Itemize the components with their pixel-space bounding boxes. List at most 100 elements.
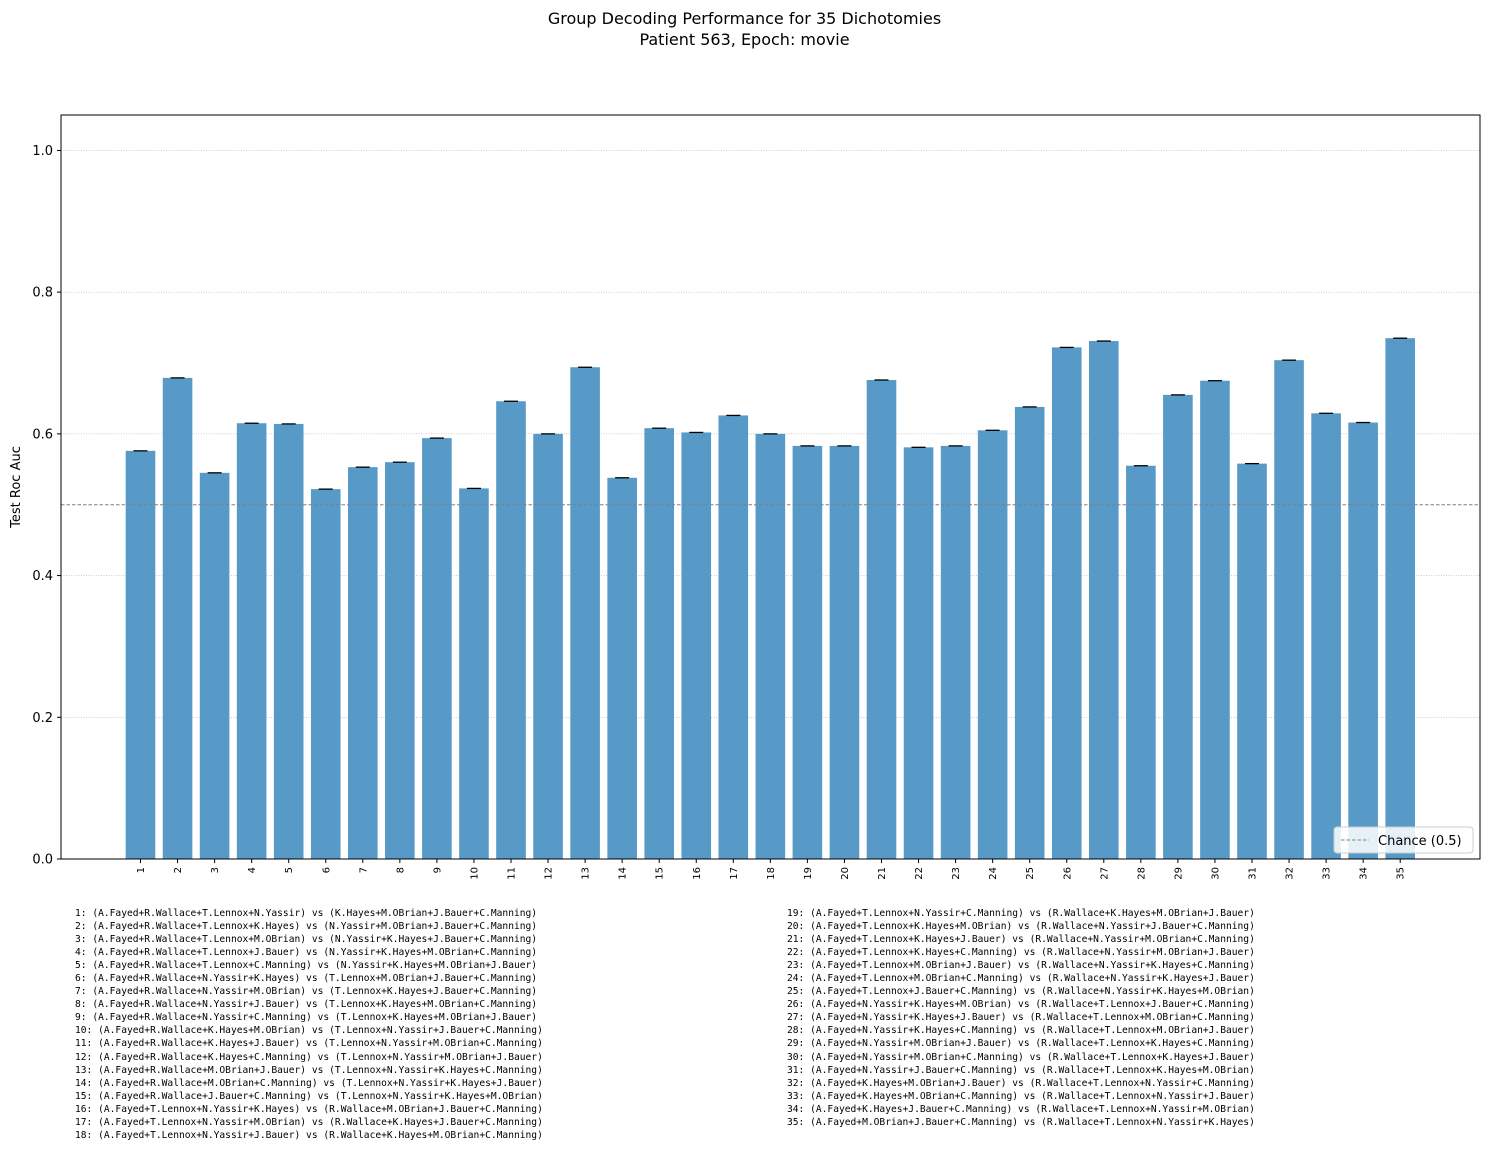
dichotomy-key-entry: 5: (A.Fayed+R.Wallace+T.Lennox+C.Manning… <box>75 960 538 972</box>
x-tick-label: 5 <box>284 867 295 873</box>
chart-title: Group Decoding Performance for 35 Dichot… <box>548 9 941 28</box>
bar <box>1348 422 1378 859</box>
bar <box>570 367 600 859</box>
dichotomy-key-entry: 6: (A.Fayed+R.Wallace+N.Yassir+K.Hayes) … <box>75 973 538 985</box>
dichotomy-key-entry: 11: (A.Fayed+R.Wallace+K.Hayes+J.Bauer) … <box>75 1038 543 1050</box>
x-tick-label: 10 <box>469 867 480 880</box>
dichotomy-key-right: 19: (A.Fayed+T.Lennox+N.Yassir+C.Manning… <box>787 907 1255 1129</box>
x-tick-label: 12 <box>544 867 555 880</box>
dichotomy-key-entry: 19: (A.Fayed+T.Lennox+N.Yassir+C.Manning… <box>787 908 1255 919</box>
x-tick-label: 17 <box>729 867 740 880</box>
dichotomy-key-entry: 13: (A.Fayed+R.Wallace+M.OBrian+J.Bauer)… <box>75 1064 543 1076</box>
y-axis: 0.0 0.2 0.4 0.6 0.8 1.0 <box>32 144 61 868</box>
bars <box>125 337 1415 859</box>
x-tick-label: 31 <box>1248 867 1259 880</box>
x-tick-label: 18 <box>766 867 777 880</box>
x-tick-label: 15 <box>655 867 666 880</box>
dichotomy-key-entry: 7: (A.Fayed+R.Wallace+N.Yassir+M.OBrian)… <box>75 986 538 998</box>
dichotomy-key-entry: 8: (A.Fayed+R.Wallace+N.Yassir+J.Bauer) … <box>75 999 538 1011</box>
x-tick-label: 13 <box>581 867 592 880</box>
dichotomy-key-entry: 23: (A.Fayed+T.Lennox+M.OBrian+J.Bauer) … <box>787 960 1255 972</box>
bar <box>644 428 674 859</box>
dichotomy-key-entry: 16: (A.Fayed+T.Lennox+N.Yassir+K.Hayes) … <box>75 1103 543 1115</box>
bar <box>236 423 267 859</box>
x-tick-label: 9 <box>432 867 443 873</box>
bar <box>977 430 1008 859</box>
x-tick-label: 26 <box>1062 867 1073 880</box>
dichotomy-key-entry: 25: (A.Fayed+T.Lennox+J.Bauer+C.Manning)… <box>787 986 1255 998</box>
bar <box>1089 341 1119 859</box>
dichotomy-key-entry: 9: (A.Fayed+R.Wallace+N.Yassir+C.Manning… <box>75 1012 538 1024</box>
x-tick-label: 28 <box>1136 867 1147 880</box>
dichotomy-key-entry: 15: (A.Fayed+R.Wallace+J.Bauer+C.Manning… <box>75 1090 543 1102</box>
dichotomy-key-left: 1: (A.Fayed+R.Wallace+T.Lennox+N.Yassir)… <box>75 907 543 1142</box>
dichotomy-key-entry: 12: (A.Fayed+R.Wallace+K.Hayes+C.Manning… <box>75 1051 543 1063</box>
x-tick-label: 11 <box>507 867 518 880</box>
x-tick-label: 16 <box>692 867 703 880</box>
x-tick-label: 2 <box>173 867 184 873</box>
bar <box>310 489 341 859</box>
x-tick-label: 22 <box>914 867 925 880</box>
bar <box>792 445 823 859</box>
bar <box>829 445 860 859</box>
bar <box>1126 465 1156 859</box>
dichotomy-key-entry: 34: (A.Fayed+K.Hayes+J.Bauer+C.Manning) … <box>787 1103 1255 1115</box>
bar <box>681 432 712 859</box>
bar <box>162 377 193 859</box>
dichotomy-key-entry: 26: (A.Fayed+N.Yassir+K.Hayes+M.OBrian) … <box>787 999 1255 1011</box>
x-tick-label: 23 <box>951 867 962 880</box>
dichotomy-key-entry: 33: (A.Fayed+K.Hayes+M.OBrian+C.Manning)… <box>787 1090 1255 1102</box>
x-tick-label: 19 <box>803 867 814 880</box>
bar <box>1237 463 1267 859</box>
x-tick-label: 4 <box>247 867 258 873</box>
bar <box>533 433 563 859</box>
bar <box>422 438 452 859</box>
bar <box>125 450 156 859</box>
bar <box>1163 394 1193 859</box>
dichotomy-key-entry: 30: (A.Fayed+N.Yassir+M.OBrian+C.Manning… <box>787 1051 1255 1063</box>
bar <box>866 380 897 859</box>
x-tick-label: 6 <box>321 867 332 873</box>
dichotomy-key-entry: 1: (A.Fayed+R.Wallace+T.Lennox+N.Yassir)… <box>75 908 538 919</box>
dichotomy-key-entry: 2: (A.Fayed+R.Wallace+T.Lennox+K.Hayes) … <box>75 921 538 933</box>
dichotomy-key-entry: 21: (A.Fayed+T.Lennox+K.Hayes+J.Bauer) v… <box>787 934 1255 946</box>
legend-chance-label: Chance (0.5) <box>1378 834 1462 849</box>
legend-box <box>1333 826 1474 854</box>
bar <box>459 488 489 859</box>
y-tick-label: 1.0 <box>32 144 53 159</box>
dichotomy-key-entry: 24: (A.Fayed+T.Lennox+M.OBrian+C.Manning… <box>787 973 1255 985</box>
x-tick-label: 24 <box>988 867 999 880</box>
bar <box>496 401 526 859</box>
x-tick-label: 33 <box>1322 867 1333 880</box>
bar <box>1051 347 1082 859</box>
dichotomy-key-entry: 10: (A.Fayed+R.Wallace+K.Hayes+M.OBrian)… <box>75 1025 543 1037</box>
x-tick-label: 1 <box>136 867 147 873</box>
bar <box>1311 413 1341 859</box>
dichotomy-key-entry: 18: (A.Fayed+T.Lennox+N.Yassir+J.Bauer) … <box>75 1129 543 1141</box>
x-tick-label: 7 <box>358 867 369 873</box>
bar <box>718 415 749 859</box>
bar <box>385 462 415 859</box>
x-tick-label: 27 <box>1099 867 1110 880</box>
y-tick-label: 0.8 <box>32 286 53 301</box>
x-tick-label: 8 <box>395 867 406 873</box>
dichotomy-key-entry: 17: (A.Fayed+T.Lennox+N.Yassir+M.OBrian)… <box>75 1116 543 1128</box>
dichotomy-key-entry: 29: (A.Fayed+N.Yassir+M.OBrian+J.Bauer) … <box>787 1038 1255 1050</box>
bar <box>348 467 378 859</box>
y-tick-label: 0.0 <box>32 853 53 868</box>
y-axis-label: Test Roc Auc <box>9 446 24 529</box>
dichotomy-key-entry: 4: (A.Fayed+R.Wallace+T.Lennox+J.Bauer) … <box>75 947 538 959</box>
bar <box>903 447 934 859</box>
bar <box>1200 380 1230 859</box>
dichotomy-key-entry: 28: (A.Fayed+N.Yassir+K.Hayes+C.Manning)… <box>787 1025 1255 1037</box>
x-tick-label: 21 <box>877 867 888 880</box>
chart-subtitle: Patient 563, Epoch: movie <box>639 30 849 49</box>
y-tick-label: 0.6 <box>32 427 53 442</box>
x-tick-label: 30 <box>1210 867 1221 880</box>
bar <box>1385 338 1415 859</box>
x-tick-label: 29 <box>1173 867 1184 880</box>
y-tick-label: 0.2 <box>32 711 53 726</box>
x-axis: 1 2 3 4 5 6 7 8 9 10 11 12 13 14 15 16 17 18 19 20 21 22 23 24 2… <box>136 859 1407 880</box>
x-tick-label: 34 <box>1359 867 1370 880</box>
